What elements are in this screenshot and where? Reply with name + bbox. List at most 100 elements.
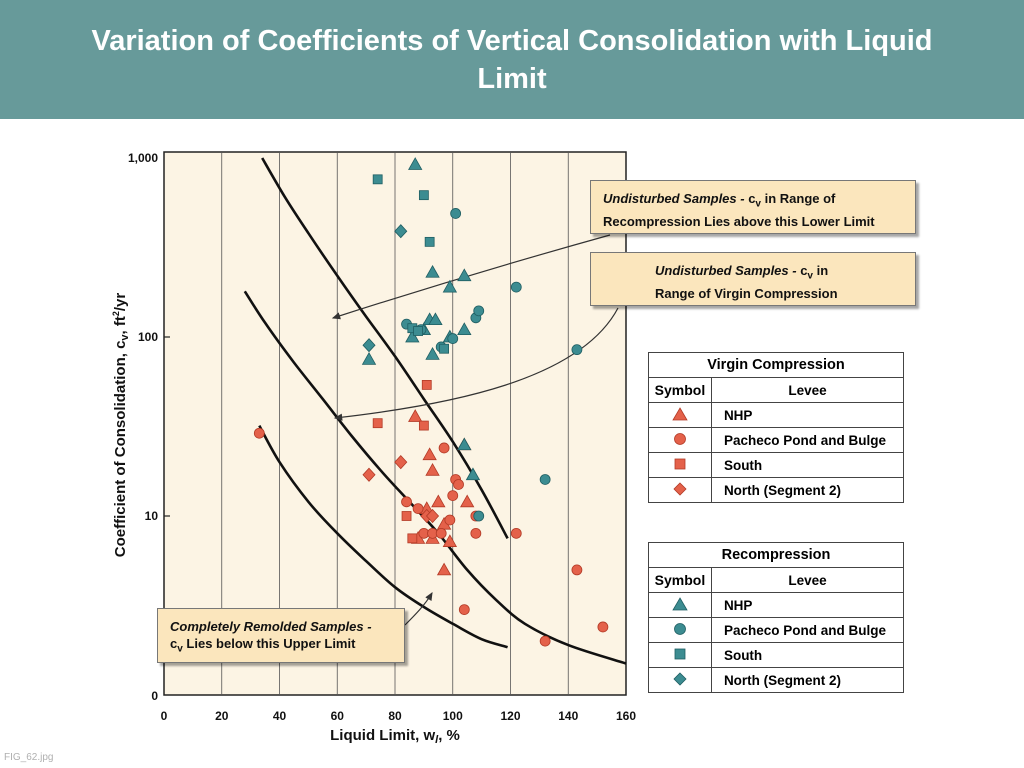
legend-recompression-label-north: North (Segment 2): [710, 667, 905, 693]
recompression-circle-marker: [450, 208, 462, 219]
x-tick-label: 0: [161, 709, 168, 723]
recompression-diamond-marker: [362, 338, 376, 353]
recompression-circle-marker: [473, 510, 485, 522]
recompression-circle-marker: [539, 474, 551, 485]
virgin-circle-marker: [253, 427, 265, 439]
virgin-square-marker: [418, 420, 429, 431]
legend-row: South: [648, 642, 905, 668]
recompression-diamond-marker: [394, 224, 408, 239]
legend-recompression-levee-header: Levee: [710, 567, 905, 593]
legend-row: Pacheco Pond and Bulge: [648, 617, 905, 643]
legend-recompression-diamond-icon: [648, 667, 712, 693]
virgin-circle-marker: [510, 527, 522, 539]
virgin-square-marker: [401, 511, 412, 521]
x-tick-label: 160: [616, 709, 636, 723]
legend-virgin-circle-icon: [648, 427, 712, 453]
recompression-triangle-marker: [425, 347, 440, 360]
limit-curve: [258, 424, 509, 649]
legend-recompression-label-nhp: NHP: [710, 592, 905, 618]
legend-row: North (Segment 2): [648, 667, 905, 693]
recompression-square-marker: [439, 343, 449, 354]
figure-label: FIG_62.jpg: [4, 752, 54, 763]
virgin-triangle-marker: [442, 534, 458, 547]
virgin-circle-marker: [453, 479, 464, 490]
virgin-triangle-marker: [436, 562, 452, 576]
recompression-triangle-marker: [457, 268, 472, 282]
virgin-square-marker: [421, 380, 432, 390]
legend-virgin-square-icon: [648, 452, 712, 478]
data-markers: [253, 157, 609, 647]
virgin-circle-marker: [597, 621, 609, 633]
legend-virgin-diamond-icon: [648, 477, 712, 503]
callout-arrows: [331, 234, 619, 626]
legend-row: North (Segment 2): [648, 477, 905, 503]
recompression-triangle-marker: [457, 437, 472, 451]
virgin-diamond-marker: [425, 508, 440, 524]
legend-recompression-triangle-icon: [648, 592, 712, 618]
recompression-triangle-marker: [457, 322, 472, 335]
legend-virgin-label-nhp: NHP: [710, 402, 905, 428]
virgin-triangle-marker: [408, 409, 423, 422]
x-axis-label: Liquid Limit, wl, %: [330, 727, 460, 746]
y-tick-label: 1,000: [128, 151, 158, 165]
virgin-triangle-marker: [425, 462, 440, 476]
virgin-triangle-marker: [422, 447, 437, 461]
virgin-circle-marker: [435, 527, 447, 539]
recompression-circle-marker: [447, 333, 459, 344]
recompression-circle-marker: [510, 281, 522, 293]
recompression-triangle-marker: [442, 279, 458, 293]
x-tick-label: 120: [500, 709, 520, 723]
title-banner: Variation of Coefficients of Vertical Co…: [0, 0, 1024, 119]
recompression-circle-marker: [571, 344, 583, 356]
virgin-circle-marker: [401, 496, 412, 508]
recompression-triangle-marker: [465, 467, 481, 481]
legend-virgin-label-north: North (Segment 2): [710, 477, 905, 503]
legend-virgin-compression: Virgin Compression Symbol Levee NHP Pach…: [648, 352, 905, 503]
page-title: Variation of Coefficients of Vertical Co…: [91, 24, 933, 95]
virgin-circle-marker: [470, 527, 482, 539]
x-tick-label: 40: [273, 709, 287, 723]
legend-recompression-circle-icon: [648, 617, 712, 643]
legend-recompression-square-icon: [648, 642, 712, 668]
legend-recompression-label-south: South: [710, 642, 905, 668]
virgin-diamond-marker: [362, 467, 376, 482]
recompression-triangle-marker: [405, 329, 420, 343]
y-axis-label: Coefficient of Consolidation, cv, ft2/yr: [111, 293, 131, 558]
x-tick-label: 20: [215, 709, 229, 723]
legend-virgin-triangle-icon: [648, 402, 712, 428]
arrow-lower: [404, 591, 433, 626]
x-tick-labels: 0 20 40 60 80 100 120 140 160: [161, 709, 637, 723]
legend-row: NHP: [648, 592, 905, 618]
x-tick-label: 80: [388, 709, 402, 723]
virgin-square-marker: [407, 533, 418, 544]
legend-recompression-label-pacheco: Pacheco Pond and Bulge: [710, 617, 905, 643]
callout-remolded-limit: Completely Remolded Samples - cv Lies be…: [157, 608, 405, 663]
legend-virgin-title: Virgin Compression: [648, 352, 904, 378]
x-tick-label: 140: [558, 709, 578, 723]
x-tick-label: 60: [331, 709, 345, 723]
legend-row: NHP: [648, 402, 905, 428]
virgin-circle-marker: [571, 564, 583, 576]
legend-virgin-label-pacheco: Pacheco Pond and Bulge: [710, 427, 905, 453]
legend-recompression-symbol-header: Symbol: [648, 567, 712, 593]
recompression-triangle-marker: [408, 157, 423, 170]
arrow-middle: [333, 307, 619, 421]
arrow-upper: [331, 234, 611, 320]
recompression-square-marker: [413, 326, 424, 336]
virgin-diamond-marker: [394, 455, 408, 470]
limit-curve: [261, 157, 509, 540]
y-tick-label: 100: [138, 330, 158, 344]
recompression-square-marker: [418, 190, 429, 201]
y-tick-label: 0: [151, 689, 158, 703]
y-tick-labels: 0 10 100 1,000: [128, 151, 158, 703]
legend-virgin-label-south: South: [710, 452, 905, 478]
virgin-circle-marker: [444, 514, 456, 526]
recompression-triangle-marker: [361, 352, 377, 365]
recompression-triangle-marker: [428, 312, 443, 326]
legend-virgin-symbol-header: Symbol: [648, 377, 712, 403]
callout-virgin-range: Undisturbed Samples - cv in Range of Vir…: [590, 252, 916, 306]
virgin-circle-marker: [447, 490, 459, 502]
grid-lines: [164, 152, 569, 695]
virgin-circle-marker: [412, 503, 424, 514]
virgin-square-marker: [372, 418, 383, 429]
